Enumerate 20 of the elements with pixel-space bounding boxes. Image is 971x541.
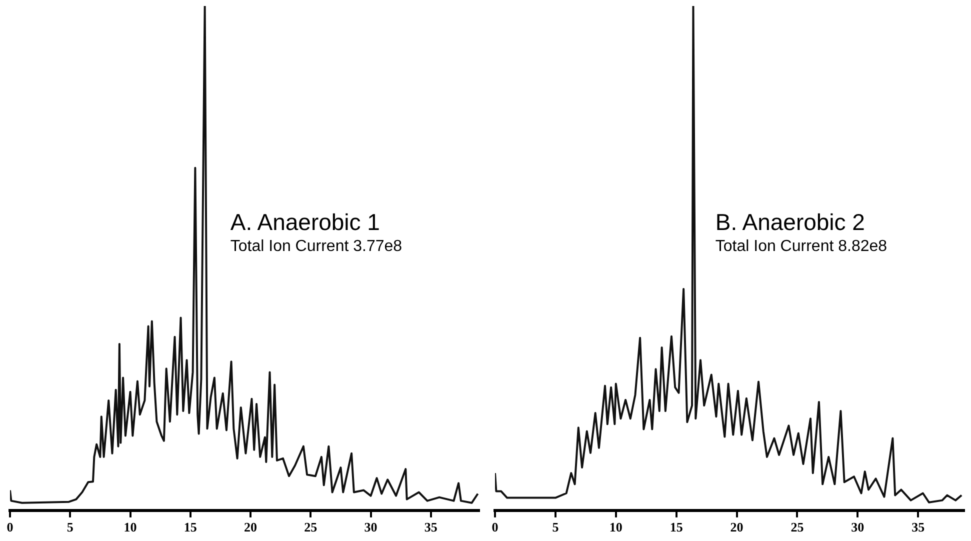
x-tick-label: 5 — [66, 520, 74, 535]
x-tick-label: 25 — [304, 520, 318, 535]
x-tick-label: 15 — [184, 520, 198, 535]
x-tick-label: 10 — [124, 520, 137, 535]
text: B. Anaerobic 2 — [715, 208, 866, 236]
text: A. Anaerobic 1 — [230, 208, 381, 236]
x-tick-label: 20 — [730, 520, 744, 535]
x-tick-label: 15 — [670, 520, 684, 535]
text: Total Ion Current 8.82e8 — [715, 237, 888, 258]
x-tick-label: 25 — [790, 520, 804, 535]
text: Total Ion Current 3.77e8 — [230, 237, 402, 258]
x-tick-label: 30 — [851, 520, 864, 535]
x-tick-label: 30 — [364, 520, 378, 535]
x-tick-label: 0 — [6, 520, 14, 535]
x-tick-label: 10 — [609, 520, 622, 535]
x-tick-label: 0 — [492, 520, 498, 535]
x-tick-label: 5 — [552, 520, 560, 535]
x-tick-label: 20 — [244, 520, 258, 535]
x-tick-label: 35 — [424, 520, 438, 535]
x-tick-label: 35 — [912, 520, 926, 535]
